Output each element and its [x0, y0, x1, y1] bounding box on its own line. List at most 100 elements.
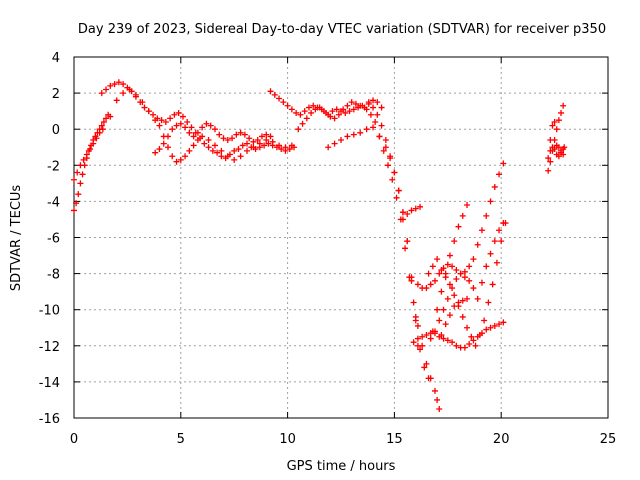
data-point: [427, 335, 434, 342]
data-point: [175, 109, 182, 116]
data-point: [555, 144, 562, 151]
data-point: [194, 129, 201, 136]
data-point: [459, 313, 466, 320]
data-point: [464, 202, 471, 209]
data-point: [560, 102, 567, 109]
data-point: [393, 194, 400, 201]
data-point: [186, 147, 193, 154]
y-tick-label: -4: [47, 195, 60, 210]
data-point: [250, 144, 257, 151]
series-track-8: [325, 124, 421, 349]
data-point: [382, 137, 389, 144]
data-point: [466, 340, 473, 347]
data-point: [436, 270, 443, 277]
data-point: [350, 106, 357, 113]
data-point: [440, 335, 447, 342]
data-point: [487, 250, 494, 257]
data-point: [438, 331, 445, 338]
series-track-10: [399, 203, 424, 223]
data-point: [558, 109, 565, 116]
data-point: [372, 118, 379, 125]
data-point: [551, 146, 558, 153]
data-point: [395, 187, 402, 194]
data-point: [224, 137, 231, 144]
data-point: [194, 137, 201, 144]
data-point: [244, 140, 251, 147]
data-point: [316, 104, 323, 111]
data-point: [237, 153, 244, 160]
data-point: [338, 108, 344, 115]
data-point: [483, 263, 490, 270]
data-point: [276, 142, 283, 149]
data-point: [218, 153, 225, 160]
data-point: [237, 129, 244, 136]
series-track-17: [545, 102, 567, 174]
data-point: [446, 252, 453, 259]
data-point: [434, 256, 441, 263]
data-point: [342, 109, 349, 116]
data-point: [177, 156, 184, 163]
data-point: [464, 295, 471, 302]
data-point: [346, 108, 353, 115]
data-point: [408, 274, 415, 281]
data-point: [209, 147, 216, 154]
data-point: [261, 142, 268, 149]
data-point: [96, 129, 103, 136]
y-tick-label: -14: [39, 376, 60, 391]
data-point: [466, 277, 473, 284]
data-points: [71, 79, 568, 412]
data-point: [231, 147, 238, 154]
data-point: [74, 169, 81, 176]
series-track-15: [429, 202, 471, 335]
data-point: [312, 106, 319, 113]
data-point: [98, 90, 105, 97]
data-point: [75, 191, 82, 198]
data-point: [412, 205, 419, 212]
data-point: [293, 109, 300, 116]
data-point: [156, 122, 163, 129]
data-point: [177, 120, 184, 127]
data-point: [158, 117, 165, 124]
data-point: [478, 227, 485, 234]
data-point: [500, 319, 507, 326]
data-point: [246, 135, 253, 142]
data-point: [218, 147, 225, 154]
data-point: [211, 126, 218, 133]
data-point: [164, 133, 171, 140]
data-point: [455, 299, 462, 306]
data-point: [224, 153, 231, 160]
data-point: [370, 124, 377, 131]
data-point: [288, 142, 295, 149]
data-point: [107, 82, 114, 89]
data-point: [472, 342, 479, 349]
data-point: [173, 158, 180, 165]
series-track-7: [295, 102, 443, 412]
data-point: [436, 405, 443, 412]
data-point: [188, 124, 195, 131]
data-point: [449, 285, 456, 292]
data-point: [502, 220, 509, 227]
data-point: [491, 238, 498, 245]
data-point: [83, 151, 90, 158]
data-point: [423, 360, 430, 367]
data-point: [331, 140, 338, 147]
data-point: [414, 281, 421, 288]
data-point: [478, 279, 485, 286]
data-point: [370, 104, 377, 111]
data-point: [414, 335, 421, 342]
data-point: [258, 133, 265, 140]
data-point: [344, 133, 351, 140]
data-point: [476, 331, 483, 338]
data-point: [338, 137, 344, 144]
data-point: [205, 144, 212, 151]
data-point: [442, 321, 449, 328]
data-point: [171, 111, 178, 118]
data-point: [179, 113, 186, 120]
data-point: [384, 162, 391, 169]
data-point: [461, 268, 468, 275]
data-point: [489, 281, 496, 288]
data-point: [459, 212, 466, 219]
data-point: [73, 200, 80, 207]
x-tick-label: 10: [279, 432, 296, 447]
